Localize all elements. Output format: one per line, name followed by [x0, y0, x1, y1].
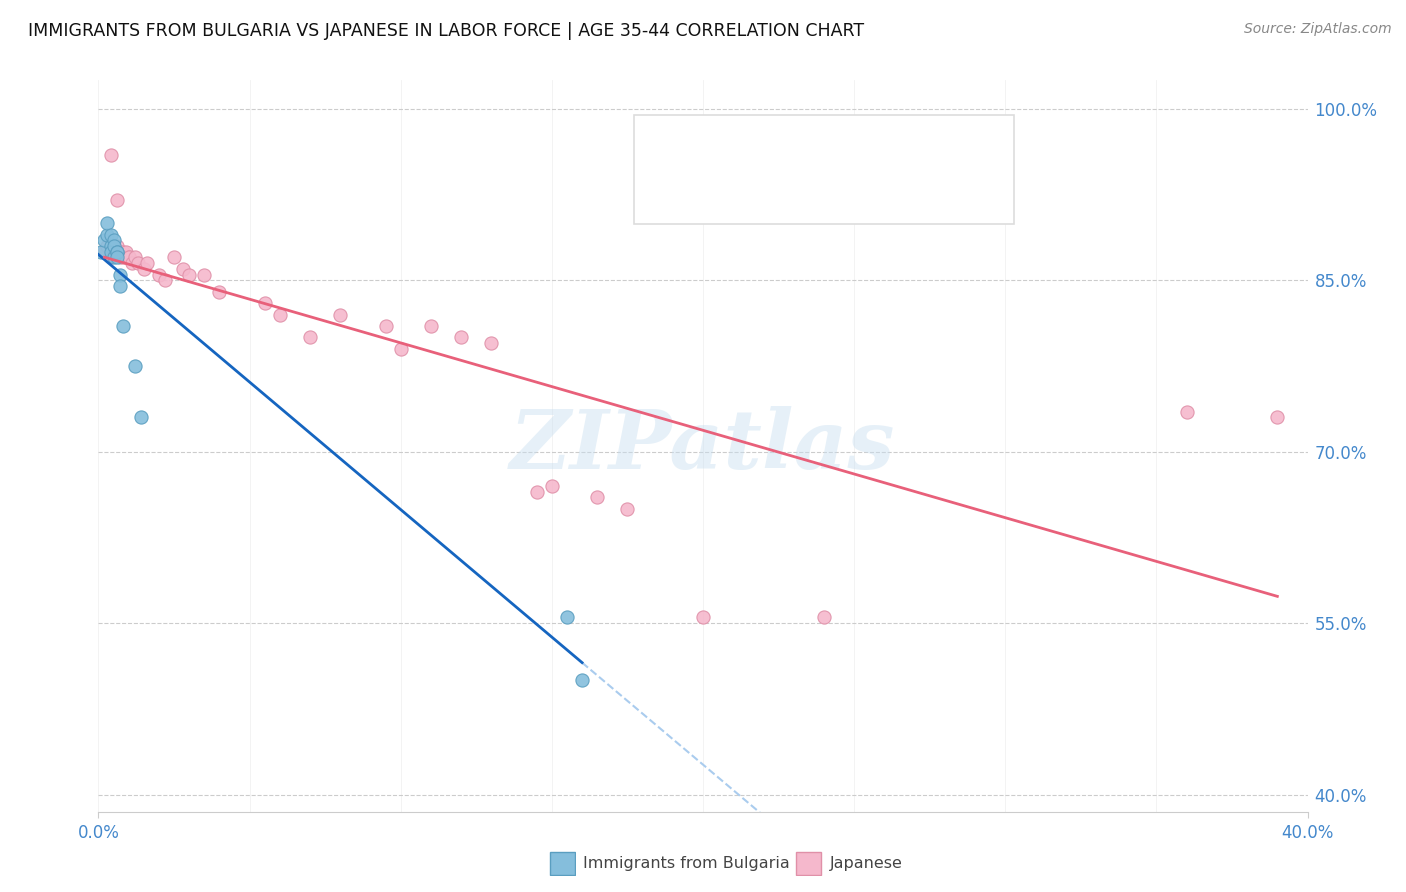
Text: IMMIGRANTS FROM BULGARIA VS JAPANESE IN LABOR FORCE | AGE 35-44 CORRELATION CHAR: IMMIGRANTS FROM BULGARIA VS JAPANESE IN … — [28, 22, 865, 40]
Point — [105, 239, 128, 253]
Point — [586, 491, 609, 505]
Point — [100, 251, 122, 265]
Point — [153, 273, 176, 287]
Point — [108, 268, 131, 282]
Point — [124, 251, 146, 265]
Point — [114, 244, 136, 259]
Point — [269, 308, 291, 322]
Point — [105, 244, 128, 259]
Point — [118, 251, 141, 265]
Point — [100, 239, 122, 253]
Point — [148, 268, 170, 282]
Text: Japanese: Japanese — [830, 856, 903, 871]
Point — [103, 239, 125, 253]
Point — [132, 261, 155, 276]
Point — [124, 359, 146, 373]
Text: Source: ZipAtlas.com: Source: ZipAtlas.com — [1244, 22, 1392, 37]
Point — [692, 610, 714, 624]
Point — [299, 330, 322, 344]
Point — [111, 251, 134, 265]
Point — [108, 251, 131, 265]
Point — [121, 256, 143, 270]
Point — [93, 233, 115, 247]
Point — [103, 251, 125, 265]
Point — [163, 251, 186, 265]
Point — [105, 194, 128, 208]
Point — [193, 268, 215, 282]
Point — [420, 318, 443, 333]
Point — [105, 244, 128, 259]
Point — [450, 330, 472, 344]
Point — [127, 256, 149, 270]
Point — [179, 268, 201, 282]
Point — [90, 244, 112, 259]
Point — [1175, 405, 1198, 419]
Point — [526, 484, 548, 499]
Point — [329, 308, 352, 322]
Point — [108, 244, 131, 259]
Point — [555, 610, 578, 624]
Point — [96, 239, 118, 253]
Point — [813, 610, 835, 624]
Point — [103, 239, 125, 253]
Point — [481, 336, 503, 351]
Point — [96, 227, 118, 242]
Point — [103, 233, 125, 247]
Point — [105, 251, 128, 265]
Point — [540, 479, 562, 493]
Point — [100, 244, 122, 259]
Point — [129, 410, 152, 425]
Point — [253, 296, 276, 310]
Point — [93, 244, 115, 259]
Point — [111, 244, 134, 259]
Y-axis label: In Labor Force | Age 35-44: In Labor Force | Age 35-44 — [0, 345, 8, 547]
Point — [571, 673, 593, 688]
Point — [111, 318, 134, 333]
Point — [108, 279, 131, 293]
Point — [616, 501, 638, 516]
Point — [208, 285, 231, 299]
Text: Immigrants from Bulgaria: Immigrants from Bulgaria — [583, 856, 790, 871]
Point — [374, 318, 396, 333]
Point — [100, 147, 122, 161]
Point — [389, 342, 412, 356]
Point — [135, 256, 157, 270]
Point — [172, 261, 194, 276]
Point — [118, 251, 141, 265]
Point — [114, 251, 136, 265]
Point — [105, 244, 128, 259]
Text: ZIPatlas: ZIPatlas — [510, 406, 896, 486]
Point — [96, 216, 118, 230]
Point — [100, 227, 122, 242]
Point — [1267, 410, 1289, 425]
